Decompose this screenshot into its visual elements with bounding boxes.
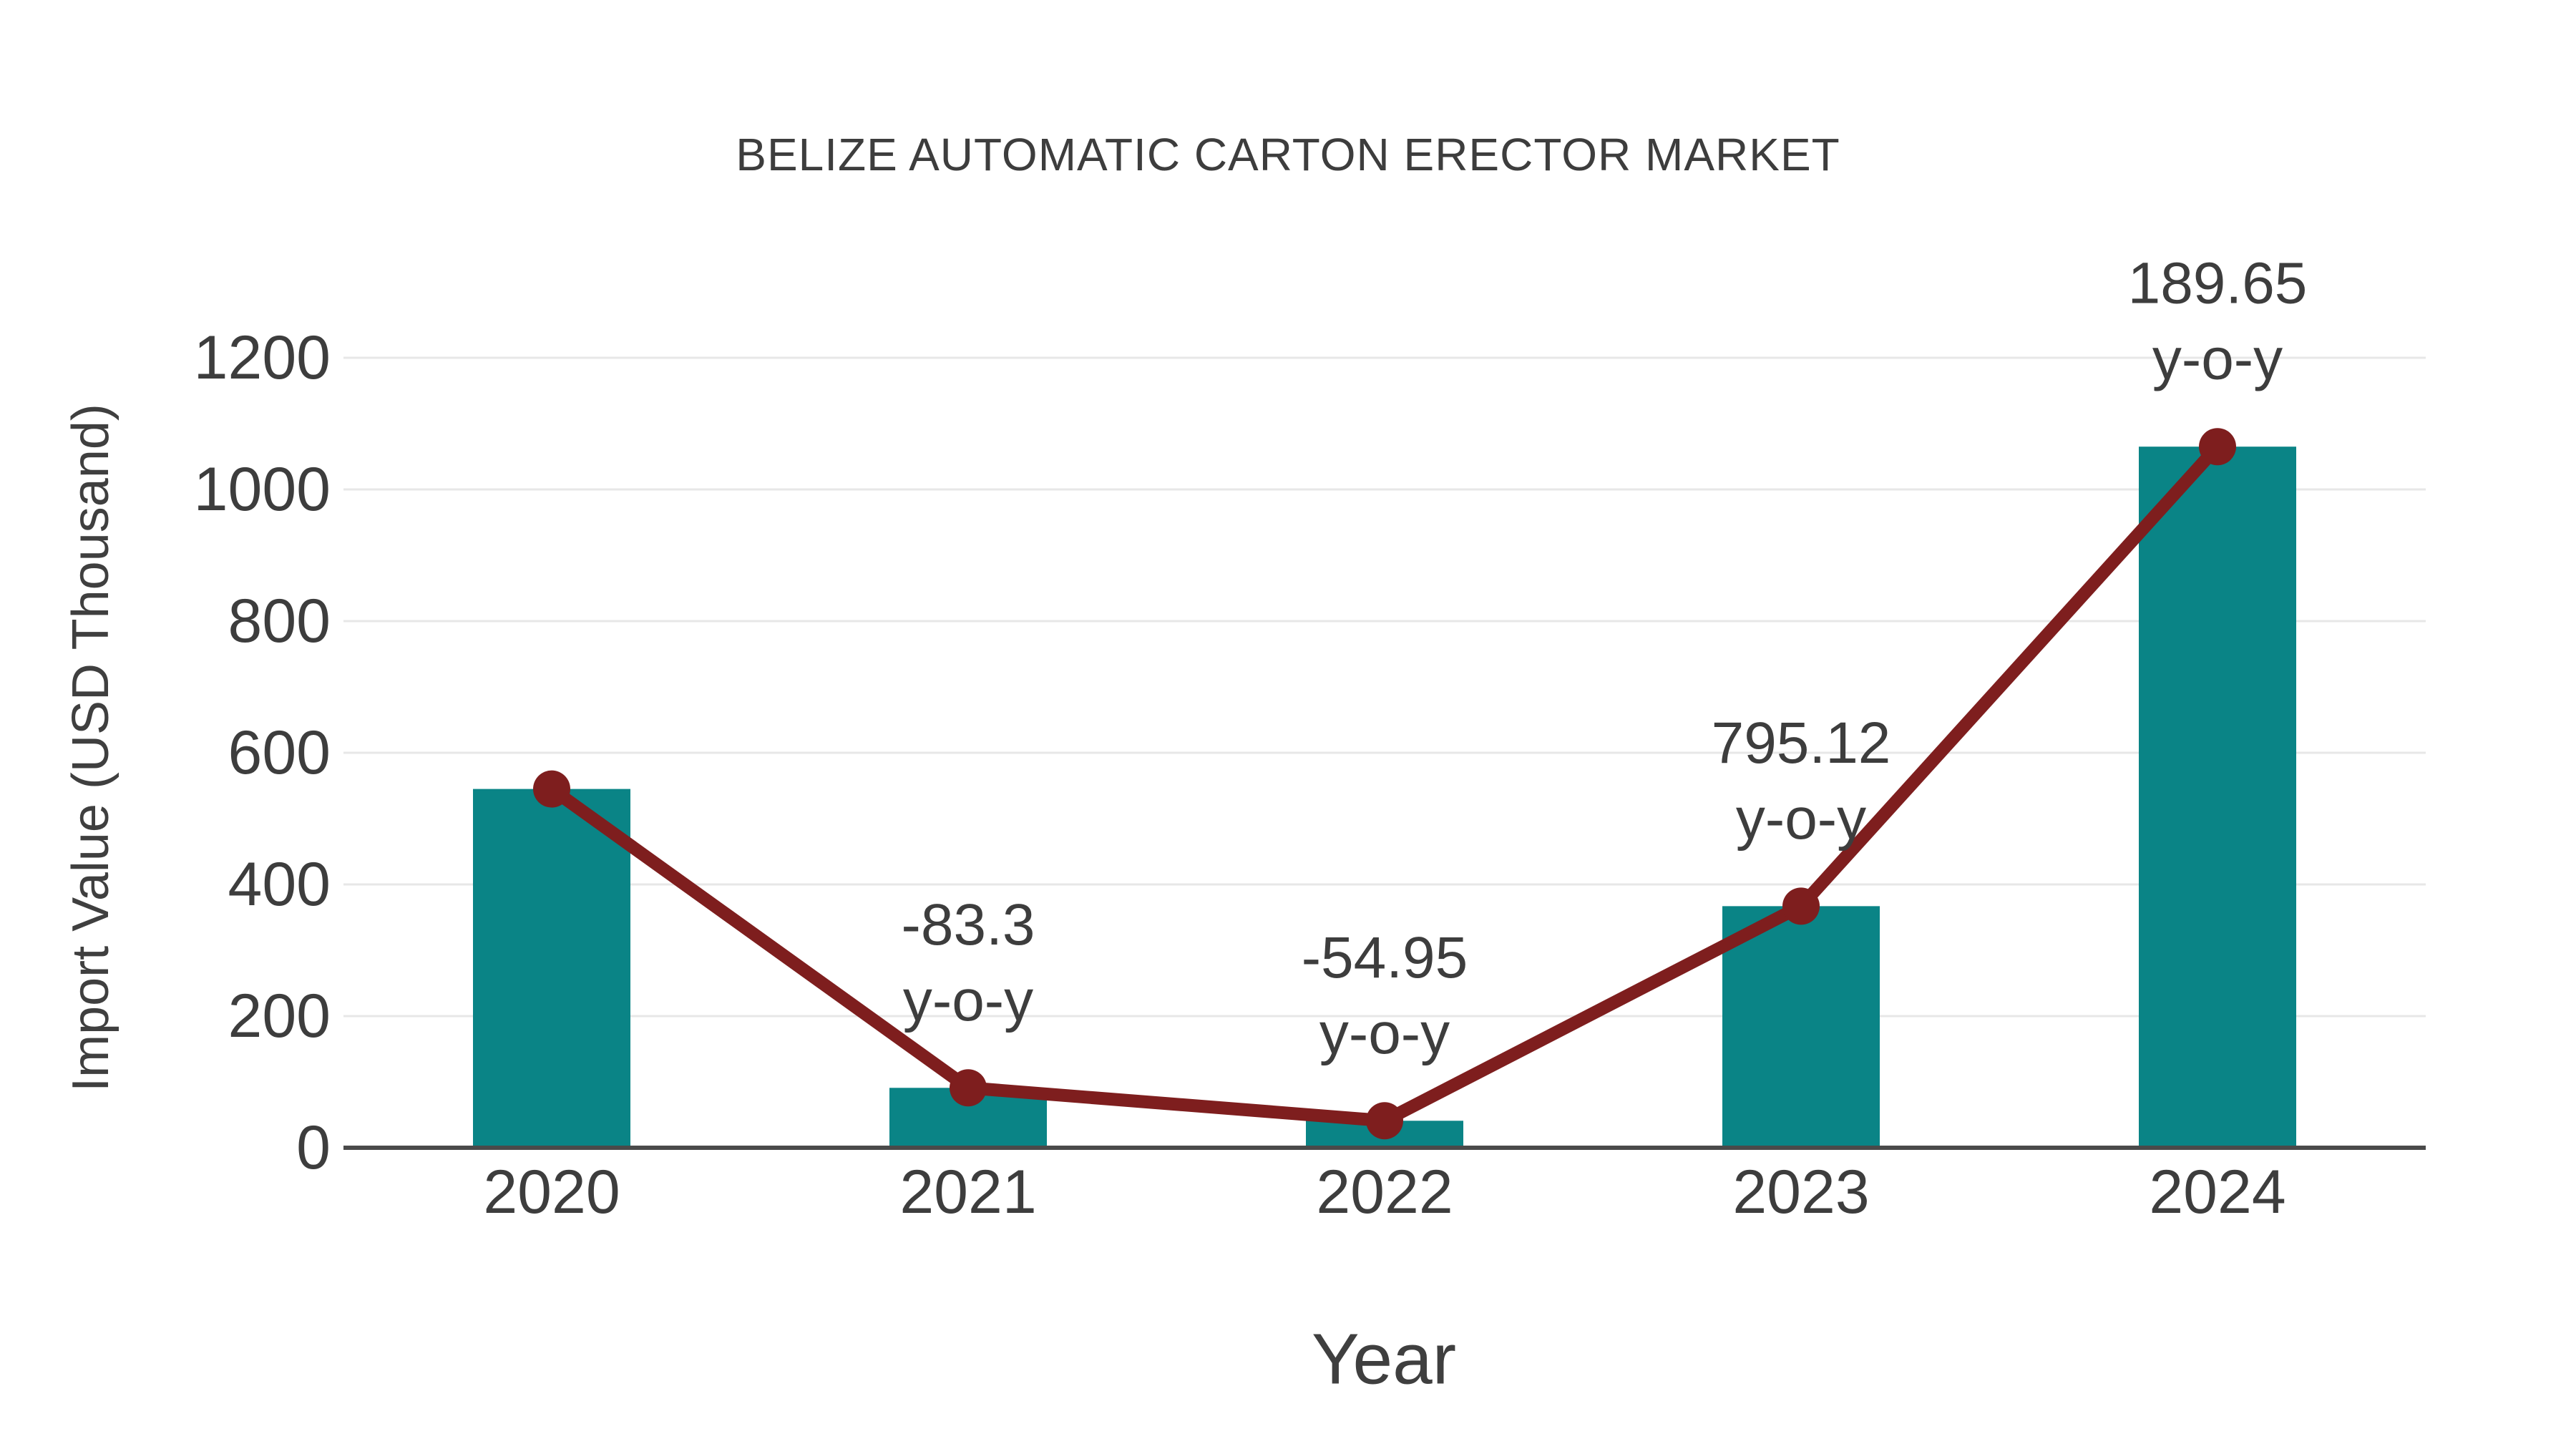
x-tick-label: 2023 bbox=[1732, 1158, 1869, 1226]
x-tick-label: 2020 bbox=[483, 1158, 620, 1226]
bar-2023 bbox=[1722, 906, 1880, 1148]
y-tick-label: 800 bbox=[228, 587, 331, 655]
x-tick-label: 2022 bbox=[1316, 1158, 1453, 1226]
marker-2023 bbox=[1782, 887, 1820, 925]
yoy-annotation-value: 189.65 bbox=[2128, 251, 2308, 316]
y-tick-label: 600 bbox=[228, 718, 331, 787]
y-tick-label: 400 bbox=[228, 850, 331, 919]
yoy-annotation-suffix: y-o-y bbox=[1736, 786, 1866, 852]
yoy-annotation-value: -83.3 bbox=[902, 892, 1035, 957]
marker-2022 bbox=[1366, 1102, 1403, 1140]
marker-2024 bbox=[2199, 428, 2236, 466]
y-tick-label: 1000 bbox=[194, 455, 331, 524]
bar-2024 bbox=[2139, 447, 2296, 1148]
bar-2020 bbox=[473, 789, 630, 1148]
y-tick-label: 0 bbox=[296, 1113, 331, 1182]
marker-2021 bbox=[950, 1069, 987, 1107]
yoy-annotation-suffix: y-o-y bbox=[2152, 327, 2283, 392]
y-tick-label: 1200 bbox=[194, 323, 331, 392]
y-tick-label: 200 bbox=[228, 982, 331, 1050]
x-tick-label: 2024 bbox=[2149, 1158, 2285, 1226]
yoy-annotation-value: -54.95 bbox=[1302, 925, 1468, 990]
x-axis-title: Year bbox=[1311, 1319, 1457, 1400]
yoy-annotation-value: 795.12 bbox=[1712, 711, 1891, 776]
x-tick-label: 2021 bbox=[899, 1158, 1036, 1226]
yoy-annotation-suffix: y-o-y bbox=[903, 968, 1033, 1033]
chart-title: BELIZE AUTOMATIC CARTON ERECTOR MARKET bbox=[736, 129, 1840, 180]
yoy-annotation-suffix: y-o-y bbox=[1319, 1001, 1450, 1066]
marker-2020 bbox=[533, 770, 570, 808]
